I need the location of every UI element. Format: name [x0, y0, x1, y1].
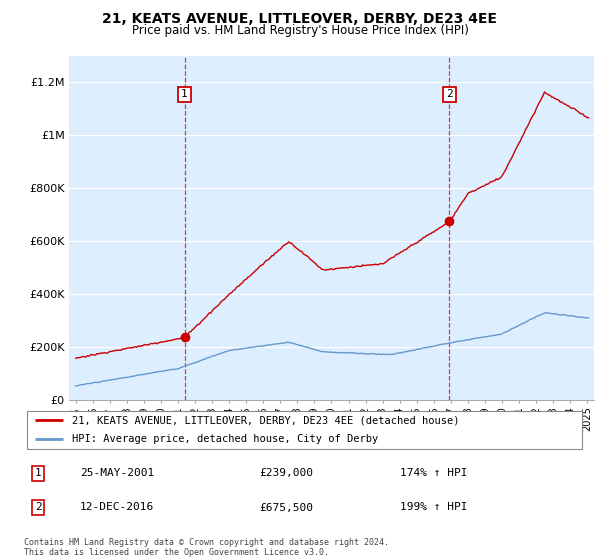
Text: £239,000: £239,000 — [260, 468, 314, 478]
Text: 12-DEC-2016: 12-DEC-2016 — [80, 502, 154, 512]
Text: 2: 2 — [446, 90, 453, 100]
Text: 1: 1 — [181, 90, 188, 100]
Text: 21, KEATS AVENUE, LITTLEOVER, DERBY, DE23 4EE: 21, KEATS AVENUE, LITTLEOVER, DERBY, DE2… — [103, 12, 497, 26]
FancyBboxPatch shape — [27, 411, 582, 449]
Text: 21, KEATS AVENUE, LITTLEOVER, DERBY, DE23 4EE (detached house): 21, KEATS AVENUE, LITTLEOVER, DERBY, DE2… — [71, 415, 459, 425]
Text: 174% ↑ HPI: 174% ↑ HPI — [400, 468, 467, 478]
Text: Contains HM Land Registry data © Crown copyright and database right 2024.
This d: Contains HM Land Registry data © Crown c… — [24, 538, 389, 557]
Text: 25-MAY-2001: 25-MAY-2001 — [80, 468, 154, 478]
Text: Price paid vs. HM Land Registry's House Price Index (HPI): Price paid vs. HM Land Registry's House … — [131, 24, 469, 37]
Text: HPI: Average price, detached house, City of Derby: HPI: Average price, detached house, City… — [71, 435, 378, 445]
Text: 199% ↑ HPI: 199% ↑ HPI — [400, 502, 467, 512]
Text: 1: 1 — [35, 468, 41, 478]
Text: £675,500: £675,500 — [260, 502, 314, 512]
Text: 2: 2 — [35, 502, 41, 512]
